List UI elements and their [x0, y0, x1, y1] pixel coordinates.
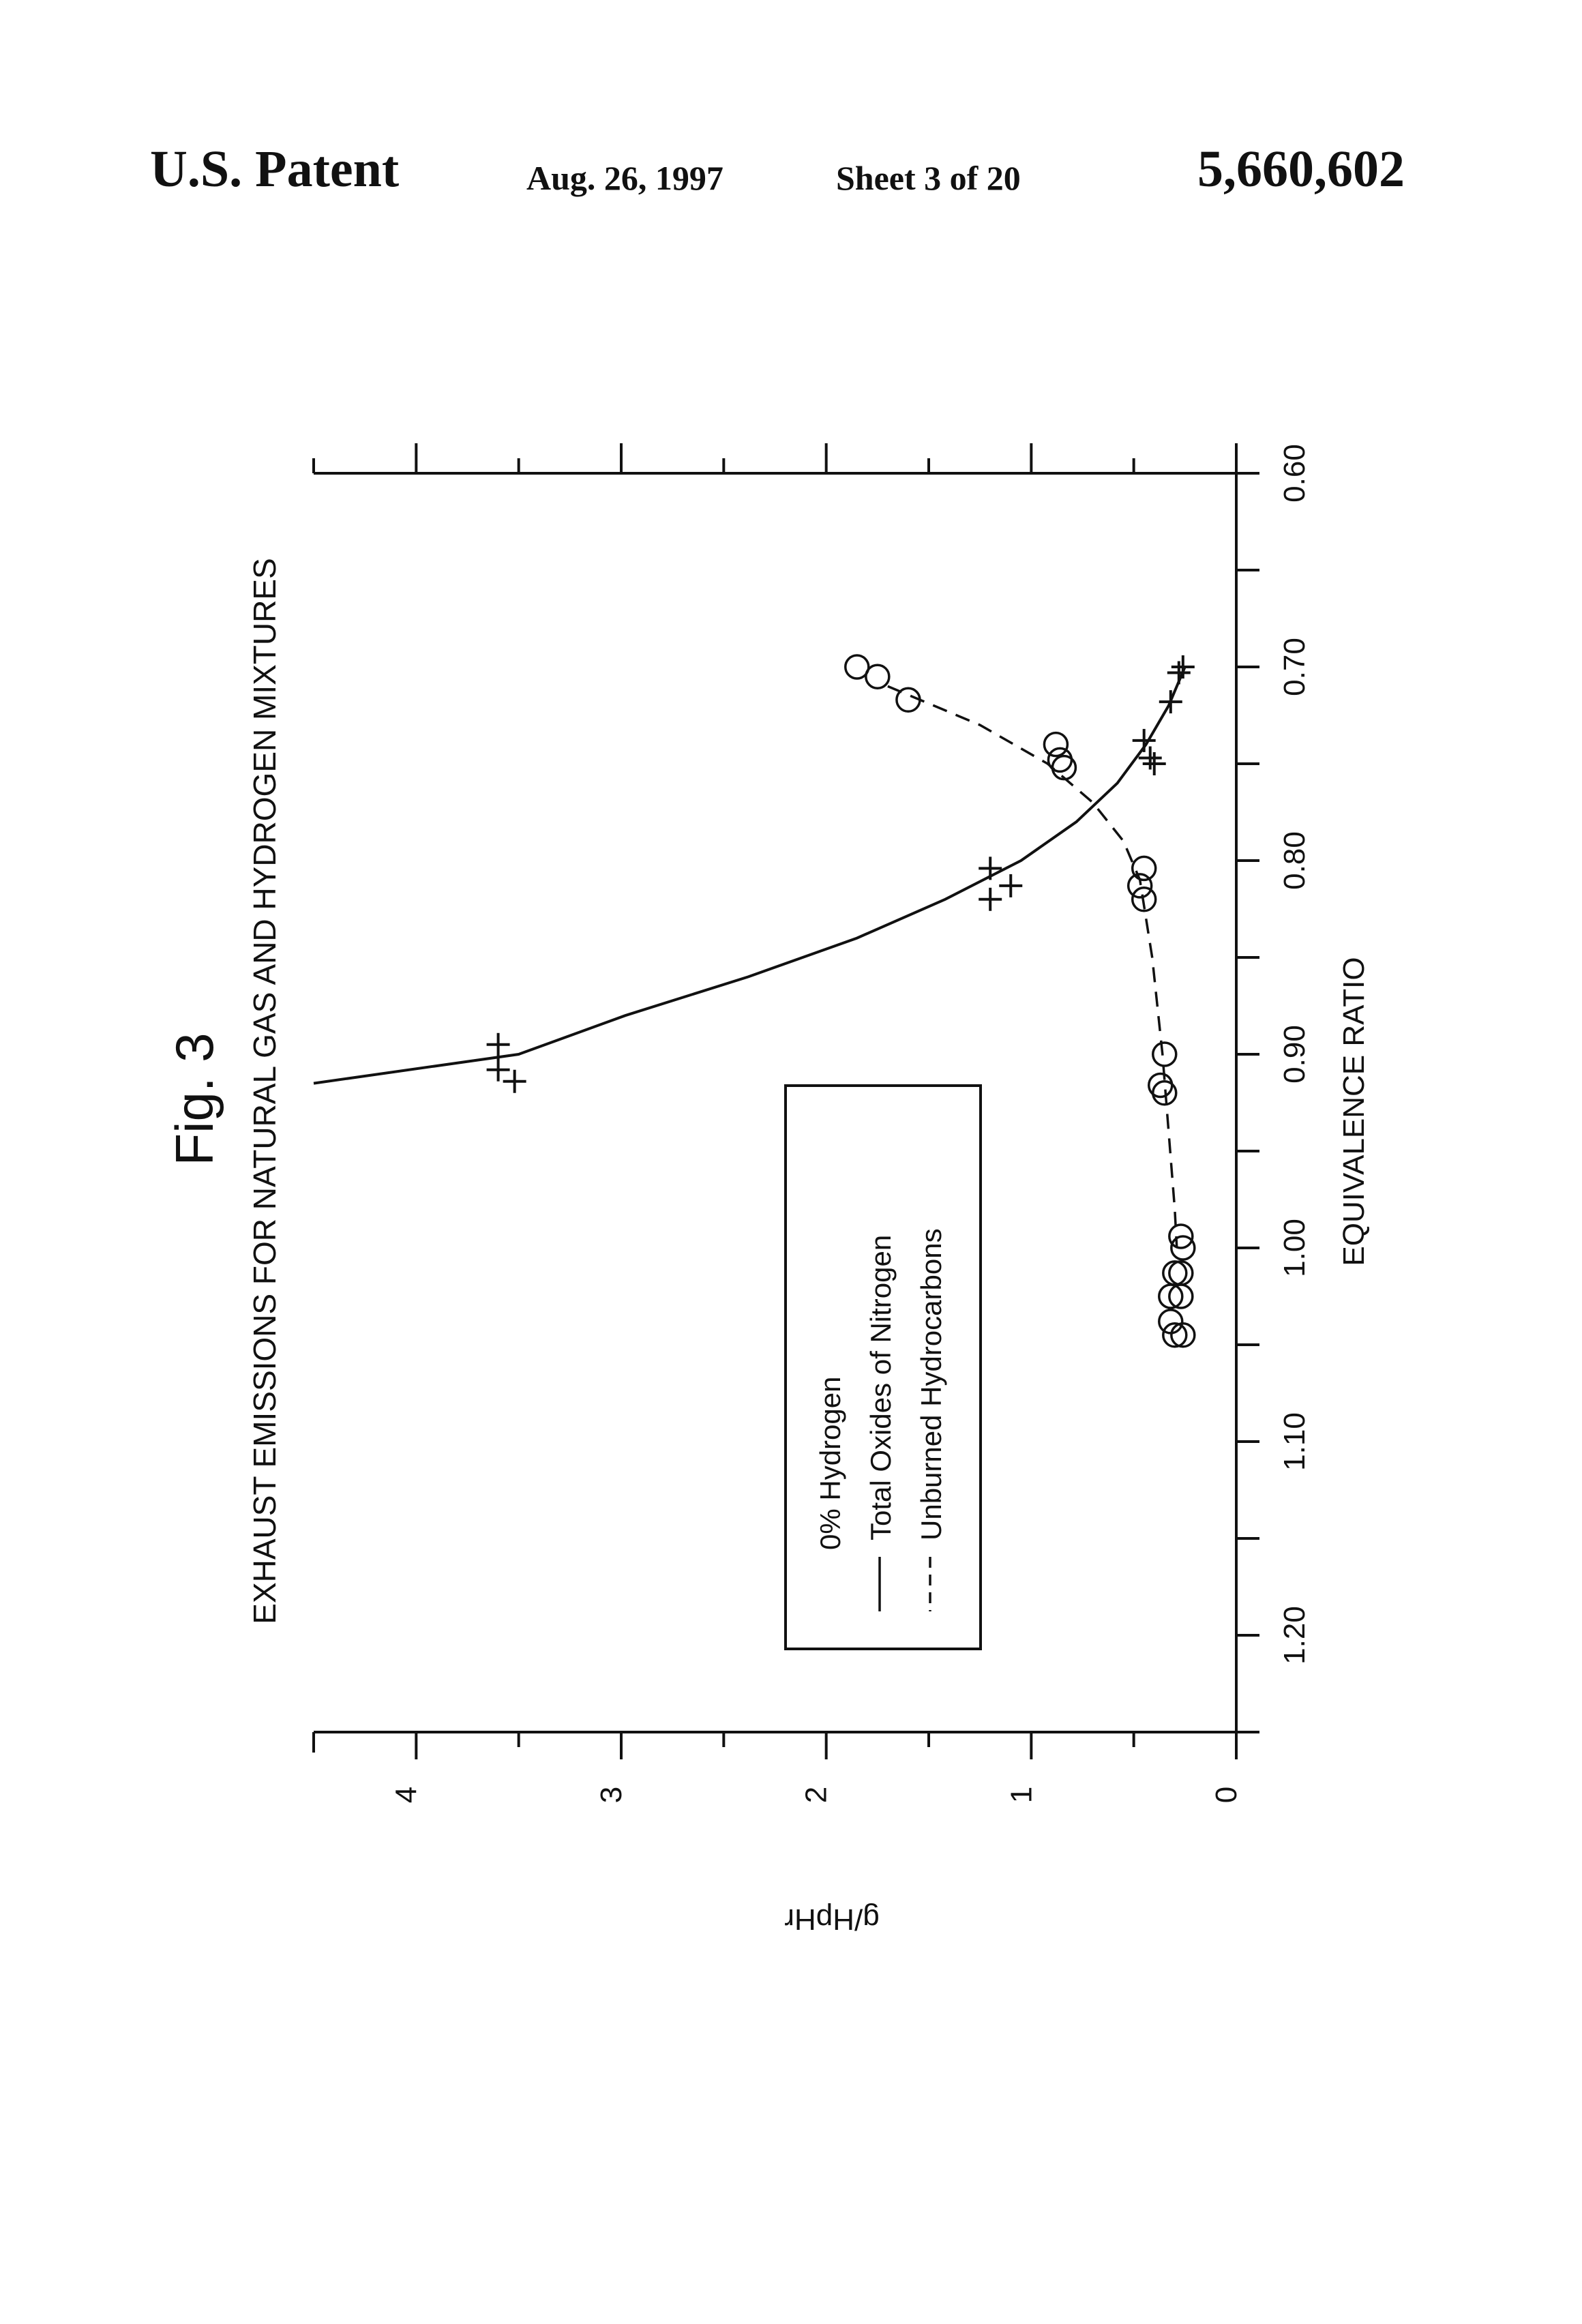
chart-curves [314, 667, 1185, 1248]
hc-point [1159, 1285, 1182, 1308]
hc-point [1159, 1310, 1182, 1333]
nox-point [487, 1033, 510, 1056]
x-tick-label: 0.70 [1278, 638, 1311, 696]
y-tick-label: 1 [1004, 1787, 1038, 1803]
figure-label: Fig. 3 [164, 1032, 224, 1165]
y-tick-label: 3 [595, 1787, 628, 1803]
legend-entry: Total Oxides of Nitrogen [865, 1235, 897, 1540]
x-tick-label: 1.20 [1278, 1606, 1311, 1665]
nox-point [979, 856, 1002, 880]
x-tick-label: 0.80 [1278, 831, 1311, 890]
y-tick-label: 4 [389, 1787, 423, 1803]
hc-point [1153, 1043, 1176, 1066]
hc-point [897, 688, 920, 711]
hc-point [1163, 1262, 1186, 1285]
chart-title: EXHAUST EMISSIONS FOR NATURAL GAS AND HY… [247, 558, 282, 1624]
hc-point [1133, 856, 1156, 880]
y-tick-label: 0 [1210, 1787, 1243, 1803]
x-tick-label: 1.00 [1278, 1219, 1311, 1277]
hc-point [1044, 733, 1067, 756]
nox-curve [314, 667, 1185, 1084]
chart-legend: 0% Hydrogen Total Oxides of Nitrogen Unbur… [786, 1086, 981, 1649]
hc-point [1052, 756, 1075, 779]
nox-point [1159, 690, 1182, 713]
x-tick-label: 1.10 [1278, 1412, 1311, 1471]
hc-point [1169, 1262, 1193, 1285]
nox-point [979, 888, 1002, 911]
nox-point [1171, 655, 1195, 679]
legend-entry: Unburned Hydrocarbons [915, 1228, 947, 1540]
nox-point [999, 874, 1022, 897]
hc-point [1169, 1285, 1193, 1308]
x-tick-label: 0.60 [1278, 444, 1311, 503]
legend-title: 0% Hydrogen [814, 1377, 846, 1550]
y-tick-label: 2 [800, 1787, 833, 1803]
hc-point [866, 665, 889, 688]
nox-point [503, 1070, 526, 1093]
nox-point [1143, 752, 1166, 775]
nox-point [487, 1058, 510, 1082]
x-tick-label: 0.90 [1278, 1025, 1311, 1084]
y-axis-label: g/HpHr [784, 1903, 879, 1936]
nox-point [1167, 661, 1191, 685]
x-axis-label: EQUIVALENCE RATIO [1337, 957, 1371, 1266]
